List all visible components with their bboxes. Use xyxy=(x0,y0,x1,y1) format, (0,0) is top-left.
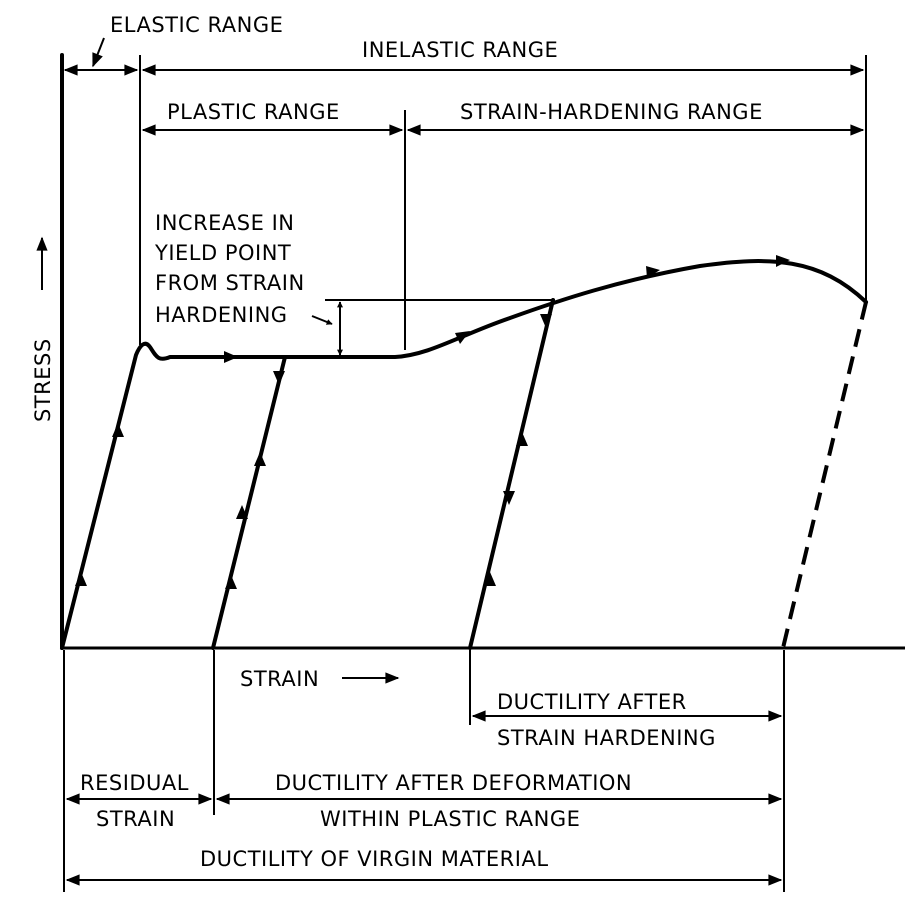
arrow-reload-plastic-3 xyxy=(225,575,237,589)
arrow-elastic-2 xyxy=(112,423,124,437)
increase-yield-line-4: HARDENING xyxy=(155,303,288,327)
inelastic-range-label: INELASTIC RANGE xyxy=(362,38,558,62)
arrow-unload-hardening-2 xyxy=(503,491,515,505)
ductility-after-hardening-line-1: DUCTILITY AFTER xyxy=(497,690,687,714)
fracture-projection-dashed xyxy=(781,301,868,649)
residual-strain-line-2: STRAIN xyxy=(96,807,175,831)
unload-line-plastic xyxy=(211,355,287,650)
stress-axis-label: STRESS xyxy=(31,338,55,422)
unload-line-hardening xyxy=(468,298,555,650)
strain-axis-label: STRAIN xyxy=(240,667,319,691)
ductility-after-hardening-line-2: STRAIN HARDENING xyxy=(497,726,716,750)
increase-yield-line-1: INCREASE IN xyxy=(155,211,294,235)
elastic-range-label: ELASTIC RANGE xyxy=(110,13,283,37)
arrow-unload-plastic xyxy=(273,371,285,385)
increase-yield-line-2: YIELD POINT xyxy=(154,241,291,265)
elastic-range-leader xyxy=(92,37,105,68)
increase-yield-leader xyxy=(311,315,333,325)
arrow-hardening-3 xyxy=(776,255,790,267)
arrow-reload-plastic-2 xyxy=(236,505,248,519)
arrow-elastic-1 xyxy=(75,572,87,586)
arrow-reload-hardening-1 xyxy=(516,432,528,446)
plastic-range-label: PLASTIC RANGE xyxy=(167,100,340,124)
arrow-reload-plastic-1 xyxy=(254,452,266,466)
residual-strain-line-1: RESIDUAL xyxy=(80,771,189,795)
strain-hardening-range-label: STRAIN-HARDENING RANGE xyxy=(460,100,763,124)
virgin-stress-strain-curve xyxy=(60,259,868,650)
ductility-after-deformation-line-1: DUCTILITY AFTER DEFORMATION xyxy=(275,771,632,795)
arrow-hardening-2 xyxy=(646,266,660,278)
increase-yield-line-3: FROM STRAIN xyxy=(155,271,305,295)
arrow-hardening-1 xyxy=(455,331,470,344)
ductility-after-deformation-line-2: WITHIN PLASTIC RANGE xyxy=(320,807,580,831)
arrow-plastic-flow xyxy=(224,351,238,363)
arrow-unload-hardening-1 xyxy=(540,314,552,328)
ductility-virgin-label: DUCTILITY OF VIRGIN MATERIAL xyxy=(200,847,549,871)
arrow-reload-hardening-2 xyxy=(484,572,496,586)
